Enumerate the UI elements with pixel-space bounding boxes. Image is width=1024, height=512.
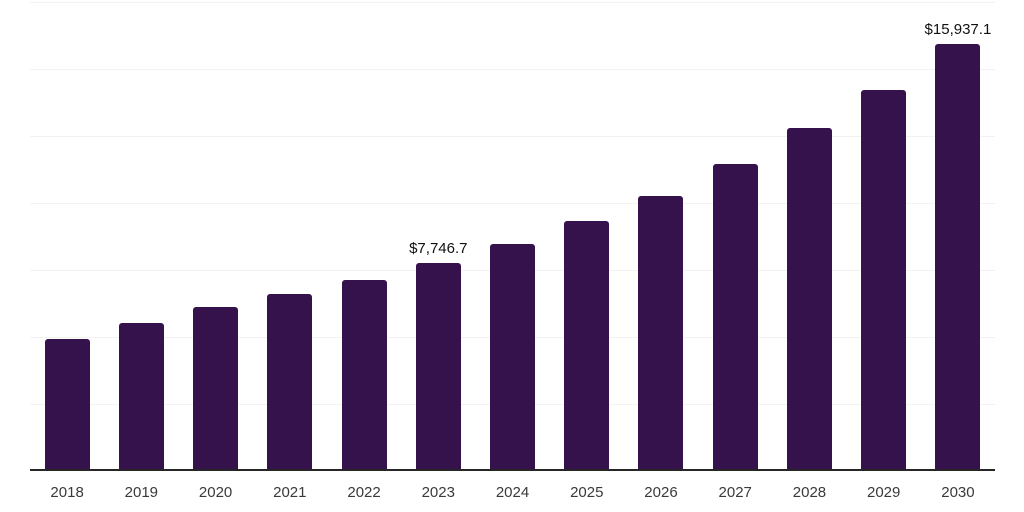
x-tick-label-2021: 2021 [273,484,307,501]
bar-slot [772,2,846,471]
bar-slot [475,2,549,471]
bar-2019 [118,322,164,471]
bar-2018 [44,338,90,471]
bar-slot [30,2,104,471]
x-tick-label-2024: 2024 [495,484,530,501]
bar-value-label-2030: $15,937.1 [924,20,992,38]
plot-area: $7,746.7 $15,937.1 [30,2,995,471]
bar-2025 [564,220,610,471]
x-axis-line [30,469,995,471]
gridline [30,136,995,137]
bar-slot [178,2,252,471]
x-tick-label-2030: 2030 [941,484,975,501]
bars-row: $7,746.7 $15,937.1 [30,2,995,471]
bar-2021 [267,293,313,471]
bar-slot: $7,746.7 [401,2,475,471]
gridline [30,203,995,204]
x-tick-label-2018: 2018 [50,484,84,501]
x-tick-label-2028: 2028 [792,484,827,501]
x-tick-label-2026: 2026 [644,484,678,501]
gridline [30,69,995,70]
x-tick-label-2027: 2027 [718,484,752,501]
bar-2027 [712,164,758,471]
bar-2026 [638,195,684,471]
bar-slot [253,2,327,471]
bar-2029 [861,90,907,471]
x-tick-label-2019: 2019 [124,484,159,501]
x-tick-label-2022: 2022 [347,484,381,501]
x-tick-label-2020: 2020 [198,484,233,501]
bar-slot: $15,937.1 [921,2,995,471]
x-tick-label-2029: 2029 [867,484,901,501]
bar-2028 [786,127,832,471]
bar-2024 [490,244,536,471]
bar-2020 [193,306,239,471]
bar-slot [550,2,624,471]
x-axis-labels: 2018 2019 2020 2021 2022 2023 2024 2025 2026 2027… [30,484,995,502]
bar-2030 [935,43,981,471]
bar-slot [624,2,698,471]
bar-slot [847,2,921,471]
bar-2022 [341,280,387,471]
x-tick-label-2025: 2025 [570,484,604,501]
bar-slot [327,2,401,471]
bar-slot [104,2,178,471]
x-tick-label-2023: 2023 [421,484,455,501]
gridline [30,2,995,3]
bar-2023 [415,263,461,471]
bar-value-label-2023: $7,746.7 [409,240,468,258]
bar-slot [698,2,772,471]
